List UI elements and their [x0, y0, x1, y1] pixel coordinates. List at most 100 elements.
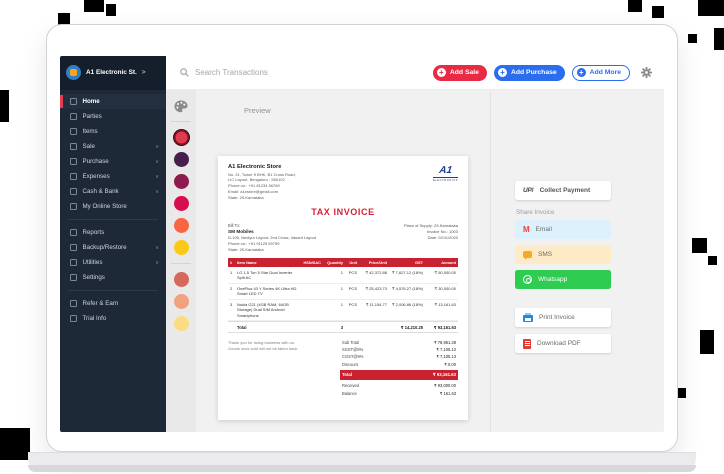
whatsapp-label: Whatsapp	[538, 276, 568, 283]
share-whatsapp-button[interactable]: Whatsapp	[515, 270, 611, 289]
settings-icon	[70, 274, 77, 281]
decor-pixel	[688, 34, 697, 43]
summary-label: CGST@9%	[342, 354, 364, 360]
sidebar-item[interactable]: Cash & Bank ∨	[60, 184, 166, 199]
summary-label: Sub Total	[342, 339, 359, 345]
sidebar-item[interactable]: Parties	[60, 109, 166, 124]
item-gst: ₹ 4,576.27 (18%)	[391, 285, 423, 291]
decor-pixel	[0, 428, 30, 460]
sale-icon	[70, 143, 77, 150]
sidebar-item[interactable]: Backup/Restore ∨	[60, 240, 166, 255]
item-unit: PCS	[348, 301, 357, 307]
theme-color-swatch[interactable]	[173, 294, 189, 309]
invoice-terms: Thank you for doing business with us. Goo…	[228, 338, 328, 397]
line-number: 3	[230, 301, 233, 307]
line-number: 2	[230, 285, 233, 291]
decor-pixel	[692, 238, 707, 253]
sidebar-item[interactable]: Utilities ∨	[60, 255, 166, 270]
item-amount: ₹ 50,000.00	[434, 269, 456, 275]
parties-icon	[70, 113, 77, 120]
theme-color-swatch[interactable]	[173, 240, 189, 255]
item-gst: ₹ 7,627.12 (18%)	[391, 269, 423, 275]
invoice-line-item: 1 LG 1.5 Ton 5 Star Dual Inverter Split …	[228, 267, 458, 284]
sidebar-item[interactable]: Reports	[60, 225, 166, 240]
theme-color-swatch[interactable]	[173, 196, 189, 211]
add-sale-button[interactable]: + Add Sale	[432, 64, 487, 81]
whatsapp-icon	[523, 275, 532, 284]
theme-color-swatch[interactable]	[173, 130, 189, 145]
sidebar-item[interactable]: Settings	[60, 270, 166, 285]
plus-icon: +	[576, 68, 586, 77]
sidebar-divider	[68, 290, 158, 291]
theme-color-swatch[interactable]	[173, 152, 189, 167]
company-switcher[interactable]: A1 Electronic St. >	[60, 56, 166, 90]
invoice-column-header: Price/Unit	[368, 260, 387, 266]
collect-payment-label: Collect Payment	[539, 187, 591, 194]
share-email-button[interactable]: M Email	[515, 220, 611, 239]
theme-color-swatch[interactable]	[173, 272, 189, 287]
theme-color-swatch[interactable]	[173, 218, 189, 233]
invoice-table-header: # Item Name HSN/SAC Quantity Unit Price/Unit G…	[228, 258, 458, 268]
chevron-down-icon: ∨	[155, 188, 159, 195]
chevron-right-icon: >	[141, 69, 146, 76]
total-quantity: 3	[340, 324, 343, 330]
invoice-table-total: Total 3 ₹ 14,210.25 ₹ 93,161.63	[228, 321, 458, 334]
summary-row: Received ₹ 93,000.00	[340, 382, 458, 389]
sidebar: Home Parties Items	[60, 90, 166, 432]
sidebar-item[interactable]: Home	[60, 94, 166, 109]
theme-color-swatch[interactable]	[173, 174, 189, 189]
invoice-summary: Sub Total ₹ 78,951.38 SGST@9% ₹ 7,105.12	[340, 338, 458, 397]
spacer	[359, 322, 389, 332]
sidebar-item-label: Home	[82, 98, 100, 105]
download-pdf-button[interactable]: Download PDF	[515, 334, 611, 353]
sidebar-item[interactable]: Trial Info	[60, 311, 166, 326]
theme-palette-strip	[166, 90, 196, 432]
plus-icon: +	[497, 68, 507, 77]
print-invoice-button[interactable]: Print Invoice	[515, 308, 611, 327]
summary-total-label: Total	[342, 372, 352, 378]
sidebar-item[interactable]: My Online Store	[60, 199, 166, 214]
sidebar-item[interactable]: Expenses ∨	[60, 169, 166, 184]
total-amount: ₹ 93,161.63	[433, 324, 456, 330]
top-navbar: A1 Electronic St. > + Add Sale + Add Pur…	[60, 56, 664, 90]
settings-gear-icon[interactable]	[641, 67, 652, 78]
sidebar-item[interactable]: Sale ∨	[60, 139, 166, 154]
summary-value: ₹ 7,105.12	[436, 346, 456, 352]
spacer	[301, 322, 323, 332]
email-label: Email	[535, 226, 552, 233]
laptop-frame: A1 Electronic St. > + Add Sale + Add Pur…	[46, 24, 678, 452]
add-more-button[interactable]: + Add More	[571, 64, 630, 81]
terms-line: Thank you for doing business with us.	[228, 340, 295, 346]
chevron-down-icon: ∨	[155, 143, 159, 150]
sidebar-item[interactable]: Purchase ∨	[60, 154, 166, 169]
item-quantity: 1	[340, 269, 343, 275]
item-name: LG 1.5 Ton 5 Star Dual Inverter Split AC	[237, 269, 293, 281]
decor-pixel	[0, 90, 9, 122]
search-box[interactable]	[180, 68, 433, 77]
print-invoice-label: Print Invoice	[539, 314, 575, 321]
total-gst: ₹ 14,210.25	[400, 324, 423, 330]
expenses-icon	[70, 173, 77, 180]
sidebar-item[interactable]: Items	[60, 124, 166, 139]
app-window: A1 Electronic St. > + Add Sale + Add Pur…	[60, 56, 664, 432]
backup-restore-icon	[70, 244, 77, 251]
invoice-column-header: Unit	[349, 260, 357, 266]
collect-payment-button[interactable]: UPI» Collect Payment	[515, 181, 611, 200]
refer-earn-icon	[70, 300, 77, 307]
printer-icon	[523, 313, 533, 322]
search-input[interactable]	[195, 68, 365, 77]
decor-pixel	[84, 0, 104, 12]
invoice-meta-line: Place of Supply: 29-Karnataka	[403, 223, 458, 229]
preview-title: Preview	[244, 106, 271, 115]
theme-color-swatch[interactable]	[173, 316, 189, 331]
seller-block: A1 Electronic Store No. 21, Tower 9 BHK,…	[228, 164, 296, 200]
add-purchase-button[interactable]: + Add Purchase	[493, 64, 565, 81]
decor-pixel	[58, 13, 70, 25]
search-icon	[180, 68, 189, 77]
sidebar-item[interactable]: Refer & Earn	[60, 296, 166, 311]
plus-icon: +	[436, 68, 446, 77]
item-amount: ₹ 30,000.00	[434, 285, 456, 291]
item-price: ₹ 25,423.73	[365, 285, 387, 291]
share-sms-button[interactable]: SMS	[515, 245, 611, 264]
invoice-logo-text: A1	[438, 165, 453, 176]
